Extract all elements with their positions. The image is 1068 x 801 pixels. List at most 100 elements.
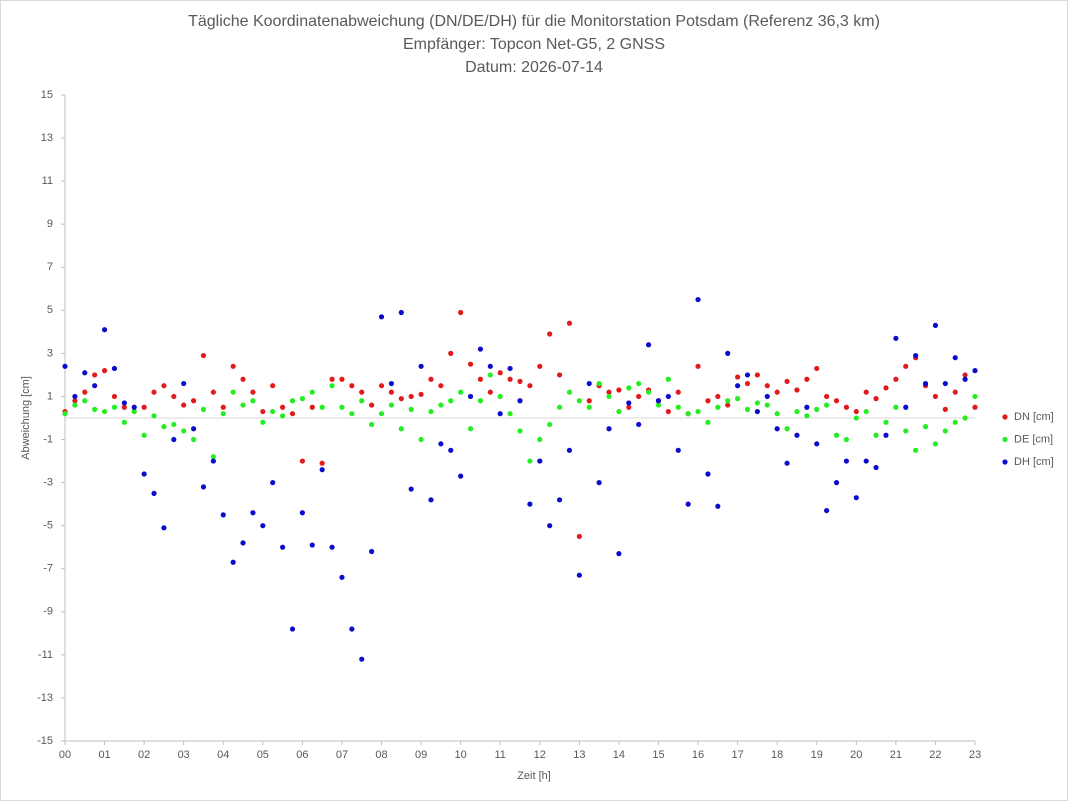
data-point bbox=[517, 398, 523, 404]
data-point bbox=[586, 404, 592, 410]
data-point bbox=[626, 385, 632, 391]
data-point bbox=[220, 411, 226, 417]
data-point bbox=[408, 406, 414, 412]
data-point bbox=[922, 380, 929, 387]
data-point bbox=[764, 393, 770, 400]
data-point bbox=[715, 404, 721, 410]
data-point bbox=[121, 404, 127, 410]
data-point bbox=[72, 398, 78, 404]
data-point bbox=[181, 402, 187, 408]
data-point bbox=[744, 372, 751, 378]
data-point bbox=[586, 380, 592, 387]
data-point bbox=[428, 376, 434, 382]
legend-marker bbox=[1002, 436, 1008, 443]
y-tick-label: 7 bbox=[47, 261, 53, 273]
data-point bbox=[833, 480, 840, 486]
x-tick-label: 10 bbox=[455, 749, 467, 761]
data-point bbox=[596, 380, 602, 387]
data-point bbox=[626, 400, 632, 406]
y-tick-label: -9 bbox=[43, 606, 53, 618]
data-point bbox=[843, 436, 850, 443]
data-point bbox=[972, 393, 978, 400]
x-tick-label: 04 bbox=[217, 749, 229, 761]
data-point bbox=[952, 389, 958, 395]
x-tick-label: 13 bbox=[573, 749, 585, 761]
data-point bbox=[527, 458, 533, 464]
data-point bbox=[804, 413, 810, 419]
y-tick-label: 1 bbox=[47, 390, 53, 402]
data-point bbox=[616, 408, 622, 415]
data-point bbox=[685, 501, 691, 507]
data-point bbox=[616, 551, 622, 557]
data-point bbox=[576, 398, 582, 404]
data-point bbox=[715, 503, 721, 509]
data-point bbox=[972, 404, 978, 410]
data-point bbox=[458, 473, 464, 479]
data-point bbox=[665, 393, 671, 400]
data-point bbox=[893, 376, 899, 382]
data-point bbox=[942, 380, 948, 387]
data-point bbox=[299, 396, 305, 402]
data-point bbox=[695, 296, 701, 303]
x-tick-label: 02 bbox=[138, 749, 150, 761]
data-point bbox=[576, 572, 582, 578]
data-point bbox=[270, 480, 276, 486]
data-point bbox=[309, 404, 315, 410]
x-tick-label: 00 bbox=[59, 749, 71, 761]
data-point bbox=[774, 389, 780, 395]
data-point bbox=[774, 411, 780, 417]
data-point bbox=[280, 413, 286, 419]
data-point bbox=[636, 421, 642, 428]
data-point bbox=[903, 363, 909, 369]
data-point bbox=[566, 389, 573, 395]
data-point bbox=[428, 408, 434, 415]
x-tick-label: 19 bbox=[811, 749, 823, 761]
data-point bbox=[952, 419, 958, 425]
data-point bbox=[645, 389, 652, 395]
legend-label: DE [cm] bbox=[1014, 433, 1053, 445]
data-point bbox=[319, 467, 325, 473]
data-point bbox=[814, 365, 820, 372]
data-point bbox=[962, 376, 968, 382]
data-point bbox=[388, 380, 395, 387]
data-point bbox=[151, 389, 157, 395]
data-point bbox=[517, 378, 523, 384]
data-point bbox=[141, 432, 147, 438]
data-point bbox=[82, 389, 88, 395]
data-point bbox=[883, 419, 889, 425]
data-point bbox=[784, 378, 790, 384]
data-point bbox=[418, 436, 424, 443]
data-point bbox=[131, 408, 137, 415]
data-point bbox=[438, 383, 444, 389]
data-point bbox=[853, 408, 859, 415]
data-point bbox=[329, 376, 335, 382]
data-point bbox=[349, 411, 355, 417]
data-point bbox=[873, 396, 879, 402]
data-point bbox=[606, 393, 612, 400]
y-tick-label: -5 bbox=[43, 520, 53, 532]
data-point bbox=[82, 370, 88, 376]
y-tick-label: 13 bbox=[41, 132, 53, 144]
data-point bbox=[576, 533, 582, 540]
data-point bbox=[715, 393, 721, 400]
data-point bbox=[893, 404, 899, 410]
data-point bbox=[141, 471, 147, 477]
data-point bbox=[645, 342, 652, 348]
data-point bbox=[764, 402, 770, 408]
data-point bbox=[903, 428, 909, 434]
data-point bbox=[161, 383, 167, 389]
data-point bbox=[606, 389, 612, 395]
data-point bbox=[280, 404, 286, 410]
x-tick-label: 15 bbox=[652, 749, 664, 761]
data-point bbox=[161, 525, 167, 531]
data-point bbox=[250, 510, 256, 516]
data-point bbox=[794, 387, 800, 393]
data-point bbox=[725, 402, 731, 408]
data-point bbox=[863, 389, 869, 395]
data-point bbox=[725, 350, 731, 356]
legend-label: DN [cm] bbox=[1014, 411, 1054, 423]
data-point bbox=[873, 464, 879, 471]
data-point bbox=[260, 523, 266, 529]
